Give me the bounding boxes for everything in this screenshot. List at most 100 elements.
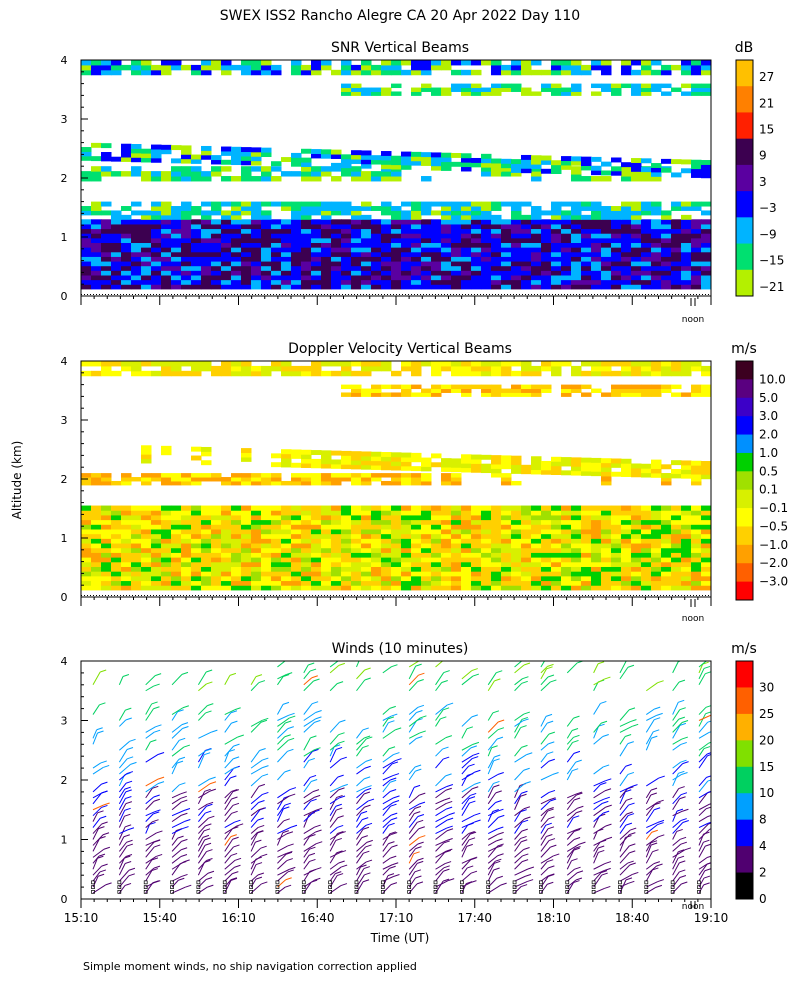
doppler-cell xyxy=(161,580,172,586)
snr-cell xyxy=(221,242,232,248)
snr-cell xyxy=(581,69,592,76)
wind-barb-flag xyxy=(205,810,212,814)
doppler-cell xyxy=(91,528,102,535)
snr-cell xyxy=(291,69,302,76)
snr-cell xyxy=(101,274,112,281)
doppler-cell xyxy=(451,514,462,521)
snr-cell xyxy=(671,242,682,248)
doppler-cell xyxy=(241,528,252,535)
snr-cell xyxy=(521,201,532,207)
doppler-cell xyxy=(231,585,242,591)
wind-barb xyxy=(461,798,470,811)
snr-cell xyxy=(361,223,372,230)
doppler-cell xyxy=(541,510,552,516)
doppler-cell xyxy=(541,524,552,530)
wind-barb-flag xyxy=(631,784,638,788)
colorbar-label: 5.0 xyxy=(759,391,778,405)
snr-cell xyxy=(141,279,152,285)
doppler-cell xyxy=(321,585,332,591)
snr-cell xyxy=(441,219,452,225)
doppler-cell xyxy=(661,365,672,372)
snr-cell xyxy=(291,214,302,220)
wind-barb xyxy=(540,753,548,763)
doppler-cell xyxy=(571,370,582,377)
doppler-cell xyxy=(141,505,152,511)
doppler-cell xyxy=(131,547,142,553)
snr-cell xyxy=(671,219,682,225)
snr-cell xyxy=(581,165,592,171)
wind-barb-flag xyxy=(312,789,320,793)
doppler-cell xyxy=(631,543,642,549)
doppler-cell xyxy=(401,392,412,397)
snr-cell xyxy=(571,91,582,96)
wind-barb xyxy=(250,682,260,692)
snr-cell xyxy=(511,201,522,207)
doppler-cell xyxy=(491,566,502,572)
wind-barb-flag xyxy=(604,861,612,865)
snr-cell xyxy=(531,176,542,182)
doppler-cell xyxy=(341,580,352,586)
wind-barb-flag xyxy=(338,662,345,666)
snr-cell xyxy=(521,159,532,165)
wind-barb xyxy=(593,780,606,787)
snr-cell xyxy=(581,242,592,248)
doppler-cell xyxy=(521,361,532,367)
snr-cell xyxy=(431,152,442,158)
colorbar-frame xyxy=(735,360,754,601)
doppler-cell xyxy=(91,552,102,558)
wind-barb xyxy=(619,815,629,828)
doppler-cell xyxy=(111,585,122,591)
doppler-cell xyxy=(311,514,322,521)
snr-cell xyxy=(101,279,112,285)
colorbar-label: 3 xyxy=(759,175,767,189)
wind-barb-flag xyxy=(288,712,295,716)
snr-cell xyxy=(371,233,382,239)
snr-cell xyxy=(191,228,202,234)
doppler-cell xyxy=(141,477,152,482)
wind-barb-flag xyxy=(632,723,639,727)
snr-cell xyxy=(361,265,372,271)
wind-barb xyxy=(514,808,525,817)
snr-cell xyxy=(581,156,592,162)
wind-barb-flag xyxy=(448,878,455,882)
doppler-cell xyxy=(491,533,502,539)
wind-barb-flag xyxy=(313,794,321,798)
doppler-cell xyxy=(211,566,222,572)
snr-cell xyxy=(661,83,672,89)
snr-cell xyxy=(291,223,302,230)
doppler-cell xyxy=(191,547,202,553)
wind-barb-flag xyxy=(494,860,501,864)
snr-cell xyxy=(121,219,132,225)
wind-barb-flag xyxy=(125,824,132,828)
snr-cell xyxy=(451,233,462,239)
snr-cell xyxy=(461,166,472,172)
doppler-cell xyxy=(381,552,392,558)
snr-cell xyxy=(551,87,562,92)
doppler-cell xyxy=(391,480,402,486)
snr-cell xyxy=(241,147,252,153)
doppler-cell xyxy=(661,528,672,535)
doppler-cell xyxy=(381,361,392,367)
doppler-cell xyxy=(451,561,462,567)
wind-barb-flag xyxy=(364,872,371,876)
snr-cell xyxy=(261,176,272,182)
snr-cell xyxy=(191,270,202,276)
doppler-cell xyxy=(271,510,282,516)
doppler-cell xyxy=(521,384,532,390)
doppler-cell xyxy=(321,528,332,535)
doppler-cell xyxy=(371,392,382,397)
doppler-cell xyxy=(171,514,182,521)
wind-barb-flag xyxy=(283,673,290,677)
wind-barb-flag xyxy=(366,839,373,843)
doppler-cell xyxy=(421,388,432,393)
snr-cell xyxy=(631,261,642,267)
snr-cell xyxy=(471,157,482,163)
doppler-cell xyxy=(591,547,602,553)
doppler-cell xyxy=(591,457,602,463)
snr-cell xyxy=(531,242,542,248)
wind-barb xyxy=(566,799,575,811)
snr-cell xyxy=(441,206,452,211)
doppler-cell xyxy=(701,580,711,586)
wind-barb xyxy=(145,708,154,721)
doppler-cell xyxy=(511,566,522,572)
